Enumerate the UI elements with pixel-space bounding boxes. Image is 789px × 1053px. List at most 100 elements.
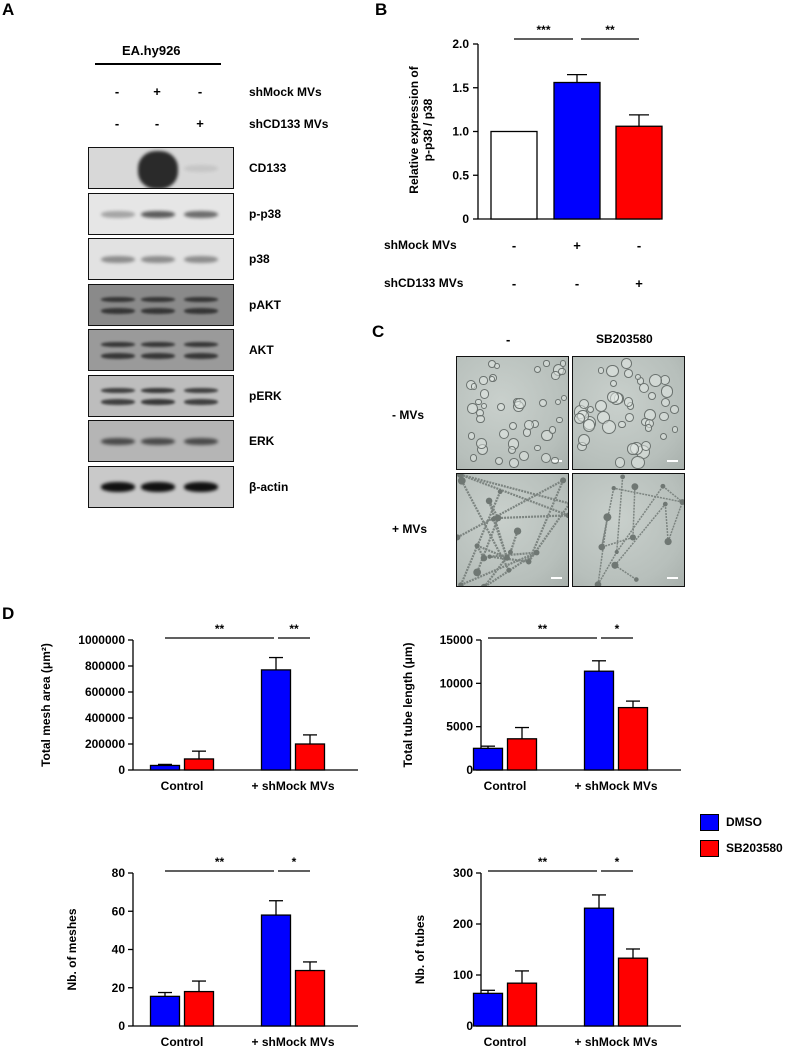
blot-strip [88,465,234,508]
cell-cluster [621,358,632,370]
legend-swatch-sb203580 [700,840,719,857]
cell-cluster [660,397,670,407]
tube-node [506,567,512,573]
panel-label-a: A [2,0,15,19]
tube-node [490,516,496,522]
significance-label: ** [289,622,299,636]
significance-label: * [615,855,620,869]
bar [617,706,649,771]
cell-cluster [488,375,495,382]
y-tick-label: 1000000 [78,633,125,647]
cell-cluster [574,412,586,424]
y-tick-label: 40 [112,943,126,957]
tube-node [485,497,493,505]
x-tick-label: Control [484,779,527,793]
blot-band [141,210,175,218]
bar [490,130,538,220]
tube-network [594,474,684,586]
tube-segment [460,551,538,586]
tube-node [458,582,464,586]
tube-node [611,561,619,569]
cell-cluster [595,400,608,413]
tube-node [603,513,612,522]
cell-cluster [498,428,509,439]
treatment-sign: - [512,276,516,291]
col-header-none: - [506,332,511,347]
cell-cluster [476,414,485,424]
micrograph-minus-mvs-sb203580 [572,356,685,470]
treatment-sign: - [114,84,120,99]
blot-band [184,398,218,405]
tube-segment [662,485,683,503]
tube-segment [614,503,666,566]
treatment-row-label: shMock MVs [249,85,322,99]
cell-cluster [597,367,605,374]
cell-cluster [554,399,562,406]
blot-band [141,398,175,405]
bar [615,125,663,220]
micrograph-minus-mvs-dmso [456,356,569,470]
y-tick-label: 100 [453,968,473,982]
x-tick-label: Control [161,1035,204,1049]
tube-segment [614,564,637,581]
y-tick-label: 2.0 [452,37,469,51]
x-tick-label: + shMock MVs [251,1035,334,1049]
treatment-sign: - [197,84,203,99]
tube-node [494,514,502,522]
blot-band [141,256,175,263]
y-axis-label: p-p38 / p38 [421,98,435,161]
blot-label: p-p38 [249,206,282,221]
y-axis-label: Relative expression of [407,65,421,193]
tube-segment [667,501,684,542]
cell-cluster [475,438,487,450]
cell-cluster [466,403,478,414]
cell-line-label: EA.hy926 [122,43,181,58]
chart-d3-meshes: 0 20 40 60 80 Nb. of meshes Control + shMock MV… [65,855,358,1049]
tube-node [497,489,503,495]
micrograph-plus-mvs-sb203580 [572,473,685,587]
cell-cluster [660,385,673,398]
cell-cluster [648,374,663,388]
tube-segment [457,479,564,539]
x-tick-label: + shMock MVs [251,779,334,793]
blot-strip [88,283,234,326]
blot-band [101,398,135,405]
tube-node [631,483,639,491]
bar [260,669,292,771]
cell-cluster [625,413,635,423]
bar [472,747,504,771]
significance-label: * [292,855,297,869]
chart-d4-tubes: 0 100 200 300 Nb. of tubes Control + shMock MV… [413,855,681,1049]
blot-band [184,296,218,302]
x-tick-label: + shMock MVs [574,779,657,793]
tube-node [457,474,464,478]
y-tick-label: 200 [453,917,473,931]
y-tick-label: 5000 [446,720,473,734]
cell-cluster [548,426,557,435]
tube-segment [597,517,609,585]
tube-segment [613,487,683,503]
cell-cluster [480,402,487,409]
tube-segment [476,544,508,559]
cell-cluster [558,367,566,376]
y-axis-label: Nb. of tubes [413,915,427,985]
cell-cluster [538,398,548,407]
treatment-sign: - [637,238,641,253]
tube-segment [601,536,634,548]
treatment-sign: - [114,116,120,131]
tube-segment [460,480,510,571]
tube-node [457,534,461,541]
blot-band [101,387,135,393]
tube-node [660,483,666,489]
blot-strip [88,147,234,189]
tube-segment [509,530,519,553]
cell-cluster [560,394,567,401]
cell-cluster [624,369,633,379]
col-header-sb203580: SB203580 [596,332,653,346]
bar [294,969,326,1027]
bar [617,957,649,1027]
treatment-sign: - [154,116,160,131]
tube-network [457,474,568,586]
y-tick-label: 15000 [440,633,474,647]
blot-band [184,353,218,359]
